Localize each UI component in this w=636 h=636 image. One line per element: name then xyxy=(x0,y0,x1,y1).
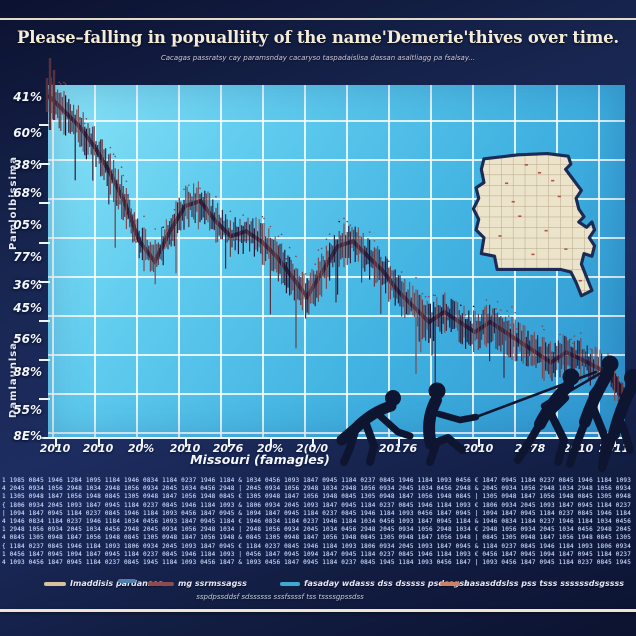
legend: Imaddisis pardanses mg ssrmssagss fasaday … xyxy=(0,579,636,591)
legend-label: fasaday wdasss dss dsssss psdssgss xyxy=(304,579,469,588)
footnote: sspdpssddsf sdssssss sssfssssf tss tssss… xyxy=(196,593,364,601)
table-row: 4 0845 1305 0948 1847 1056 1948 0845 130… xyxy=(2,534,634,542)
legend-swatch xyxy=(118,579,136,583)
y-axis-label: 8E% xyxy=(13,429,42,443)
table-row: 4 2045 0934 1056 2948 1034 2948 1056 093… xyxy=(2,485,634,493)
legend-swatch xyxy=(148,581,174,586)
legend-swatch xyxy=(280,581,300,586)
table-row: { 1806 0934 2045 1093 1847 0945 1184 023… xyxy=(2,501,634,509)
x-axis-tick xyxy=(98,439,100,447)
x-axis-tick xyxy=(55,439,57,447)
x-axis-title: Missouri (famagles) xyxy=(190,452,330,467)
table-row: 4 1093 0456 1847 0945 1184 0237 0845 194… xyxy=(2,559,634,567)
legend-label: hasasddslss pss tsss ssssssdsgssss xyxy=(464,579,625,588)
x-axis-tick xyxy=(270,439,272,447)
y-axis-tick xyxy=(39,202,50,204)
x-axis-label: 2010 xyxy=(82,442,114,455)
table-row: { 1184 0237 0845 1946 1184 1093 1806 093… xyxy=(2,542,634,550)
y-axis-label: 68% xyxy=(13,186,42,200)
y-axis-tick xyxy=(39,359,50,361)
y-axis-label: 55% xyxy=(13,403,42,417)
legend-item: Imaddisis pardanses xyxy=(44,579,163,588)
legend-swatch xyxy=(440,581,460,586)
x-axis-tick xyxy=(141,439,143,447)
y-axis-label: 05% xyxy=(13,218,42,232)
y-axis-label: 45% xyxy=(13,301,42,315)
x-axis-tick xyxy=(398,439,400,447)
chart-title: Please–falling in popualliity of the nam… xyxy=(17,28,619,47)
x-axis-tick xyxy=(614,439,616,447)
chart-subtitle: Cacagas passratsy cay paramsnday cacarys… xyxy=(160,54,476,62)
table-row: 1 1305 0948 1847 1056 1948 0845 1305 094… xyxy=(2,493,634,501)
x-axis-tick xyxy=(578,439,580,447)
x-axis-line xyxy=(40,437,630,439)
legend-label: mg ssrmssagss xyxy=(178,579,247,588)
table-row: 1 2948 1056 0934 2045 1034 0456 2948 204… xyxy=(2,526,634,534)
top-divider-rule xyxy=(0,18,636,20)
x-axis-tick xyxy=(228,439,230,447)
legend-item xyxy=(118,579,136,583)
legend-label: Imaddisis pardanses xyxy=(70,579,163,588)
y-axis-tick xyxy=(39,124,50,126)
legend-item: mg ssrmssagss xyxy=(148,579,247,588)
legend-item: hasasddslss pss tsss ssssssdsgssss xyxy=(440,579,624,588)
table-row: 1 1985 0845 1946 1284 1095 1184 1946 083… xyxy=(2,477,634,484)
x-axis-label: 2(0/0 xyxy=(295,442,328,455)
legend-swatch xyxy=(44,581,66,586)
y-axis-tick xyxy=(39,398,50,400)
x-axis-tick xyxy=(530,439,532,447)
table-row: 4 1946 0834 1184 0237 1946 1184 1034 045… xyxy=(2,518,634,526)
y-axis-label: 56% xyxy=(13,332,42,346)
x-axis-tick xyxy=(478,439,480,447)
x-axis-tick xyxy=(312,439,314,447)
x-axis-tick xyxy=(185,439,187,447)
x-axis-label: 20% xyxy=(127,442,155,455)
x-axis-label: 2010 xyxy=(39,442,71,455)
y-axis-tick xyxy=(39,320,50,322)
missouri-county-map xyxy=(471,151,597,298)
y-axis-tick xyxy=(39,163,50,165)
legend-item: fasaday wdasss dss dsssss psdssgss xyxy=(280,579,469,588)
y-axis-label: 60% xyxy=(13,126,42,140)
x-axis-label: 2010 xyxy=(462,442,494,455)
table-row: 1 0456 1847 0945 1094 1847 0945 1184 023… xyxy=(2,550,634,558)
x-axis-label: 2010 xyxy=(169,442,201,455)
x-axis-label: 20% xyxy=(256,442,284,455)
y-axis-label: 41% xyxy=(13,90,42,104)
y-axis-tick xyxy=(39,281,50,283)
bottom-divider-rule xyxy=(0,609,636,612)
y-axis-label: 36% xyxy=(13,278,42,292)
x-axis-label: 2076 xyxy=(212,442,244,455)
y-axis-label: 77% xyxy=(13,250,42,264)
y-axis-label: 88% xyxy=(13,365,42,379)
table-row: | 1094 1847 0945 1184 0237 0845 1946 118… xyxy=(2,509,634,517)
y-axis-tick xyxy=(39,242,50,244)
y-axis-label: 38% xyxy=(13,158,42,172)
data-table: 1 1985 0845 1946 1284 1095 1184 1946 083… xyxy=(2,477,634,568)
